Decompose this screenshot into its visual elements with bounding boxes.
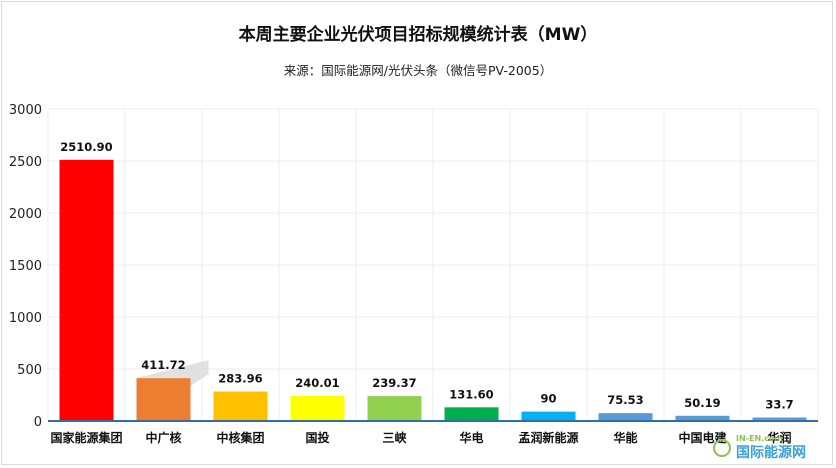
category-label: 国投 xyxy=(305,430,329,445)
bar xyxy=(290,396,345,421)
y-tick-label: 2500 xyxy=(9,155,42,170)
value-label: 239.37 xyxy=(372,376,416,390)
watermark-sun-icon xyxy=(713,439,731,457)
y-tick-label: 0 xyxy=(34,415,42,430)
category-label: 华电 xyxy=(459,430,483,445)
category-label: 三峡 xyxy=(382,430,406,445)
y-tick-label: 500 xyxy=(17,363,42,378)
y-tick-label: 1500 xyxy=(9,259,42,274)
bar xyxy=(752,417,807,421)
category-label: 中广核 xyxy=(145,430,181,445)
category-label: 中核集团 xyxy=(216,430,264,445)
bar xyxy=(675,415,730,421)
y-tick-label: 3000 xyxy=(9,103,42,118)
bar xyxy=(598,413,653,421)
bar xyxy=(213,391,268,421)
value-label: 240.01 xyxy=(295,376,339,390)
y-tick-label: 2000 xyxy=(9,207,42,222)
category-label: 中国电建 xyxy=(678,430,727,445)
value-label: 411.72 xyxy=(141,358,185,372)
category-label: 华能 xyxy=(613,430,637,445)
y-tick-label: 1000 xyxy=(9,311,42,326)
grid-lines xyxy=(47,108,819,421)
value-label: 90 xyxy=(540,392,556,406)
watermark: IN-EN.com 国际能源网 xyxy=(713,434,806,461)
watermark-text: 国际能源网 xyxy=(736,444,806,461)
value-label: 131.60 xyxy=(449,387,493,401)
chart-title: 本周主要企业光伏项目招标规模统计表（MW） xyxy=(238,25,598,45)
value-label: 75.53 xyxy=(607,393,643,407)
y-axis-ticks: 0 500 1000 1500 2000 2500 3000 xyxy=(9,103,42,430)
bars xyxy=(59,159,807,421)
value-label: 50.19 xyxy=(684,396,720,410)
category-label: 国家能源集团 xyxy=(50,430,122,445)
value-labels: 2510.90 411.72 283.96 240.01 239.37 131.60 90 7… xyxy=(60,140,793,412)
bar xyxy=(136,378,191,421)
category-label: 华润 xyxy=(767,430,791,445)
bar xyxy=(367,396,422,421)
category-labels: 国家能源集团 中广核 中核集团 国投 三峡 华电 孟润新能源 华能 中国电建 华润 xyxy=(50,430,791,445)
chart-subtitle: 来源：国际能源网/光伏头条（微信号PV-2005） xyxy=(283,63,553,78)
bar xyxy=(444,407,499,421)
bar xyxy=(521,411,576,421)
category-label: 孟润新能源 xyxy=(518,430,578,445)
bar xyxy=(59,159,114,421)
value-label: 33.7 xyxy=(765,397,793,411)
value-label: 283.96 xyxy=(218,371,262,385)
value-label: 2510.90 xyxy=(60,140,112,154)
watermark-small-text: IN-EN.com xyxy=(736,434,783,443)
